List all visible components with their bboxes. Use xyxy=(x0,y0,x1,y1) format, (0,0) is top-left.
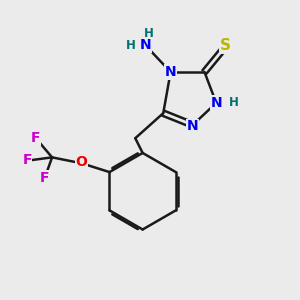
Text: H: H xyxy=(229,96,239,110)
Text: H: H xyxy=(144,27,154,40)
Text: N: N xyxy=(165,65,176,79)
Text: N: N xyxy=(211,96,223,110)
Text: S: S xyxy=(220,38,231,53)
Text: N: N xyxy=(140,38,152,52)
Text: N: N xyxy=(187,119,199,134)
Text: F: F xyxy=(40,171,50,185)
Text: O: O xyxy=(76,155,88,169)
Text: H: H xyxy=(126,39,136,52)
Text: F: F xyxy=(31,131,40,145)
Text: F: F xyxy=(22,153,32,167)
